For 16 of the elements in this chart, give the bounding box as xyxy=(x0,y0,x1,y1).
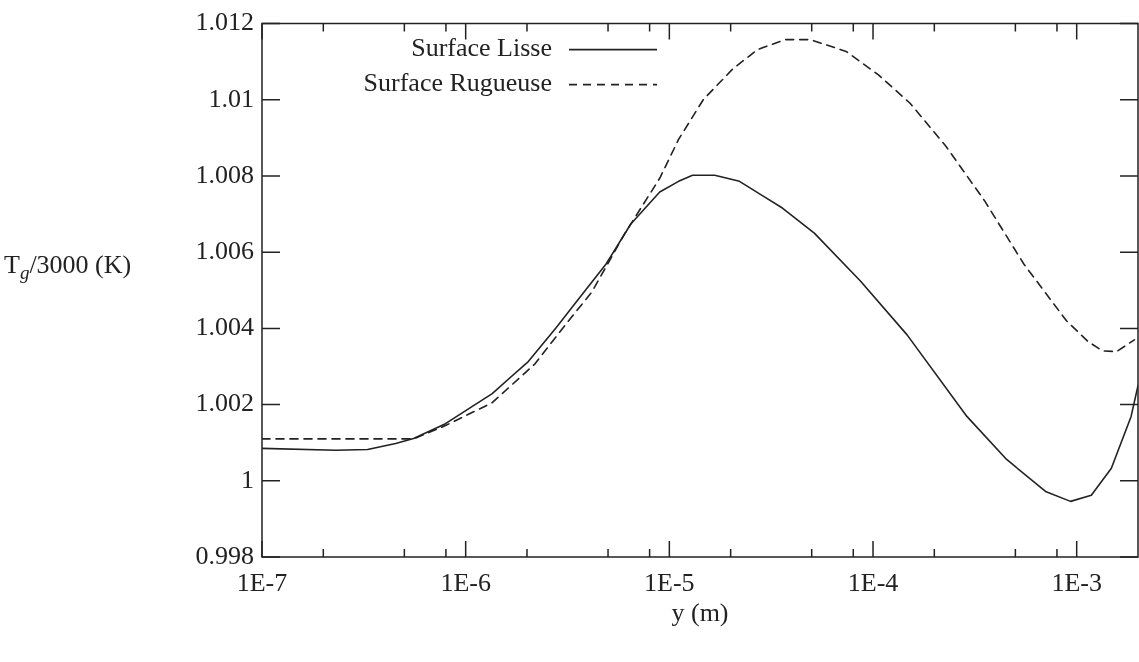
y-tick-label: 1.002 xyxy=(195,388,254,418)
y-tick-label: 1.006 xyxy=(195,236,254,266)
x-axis-title: y (m) xyxy=(671,597,729,627)
legend-label: Surface Lisse xyxy=(411,33,552,63)
y-tick-label: 1.004 xyxy=(195,312,254,342)
legend-label: Surface Rugueuse xyxy=(363,68,552,98)
y-tick-label: 1 xyxy=(241,464,254,494)
y-tick-label: 1.01 xyxy=(208,83,254,113)
x-tick-label: 1E-5 xyxy=(644,568,695,598)
x-tick-label: 1E-3 xyxy=(1051,568,1102,598)
y-tick-label: 1.008 xyxy=(195,159,254,189)
y-tick-label: 1.012 xyxy=(195,7,254,37)
x-tick-label: 1E-6 xyxy=(440,568,491,598)
y-tick-label: 0.998 xyxy=(195,540,254,570)
x-tick-label: 1E-7 xyxy=(236,568,288,598)
x-tick-label: 1E-4 xyxy=(847,568,899,598)
